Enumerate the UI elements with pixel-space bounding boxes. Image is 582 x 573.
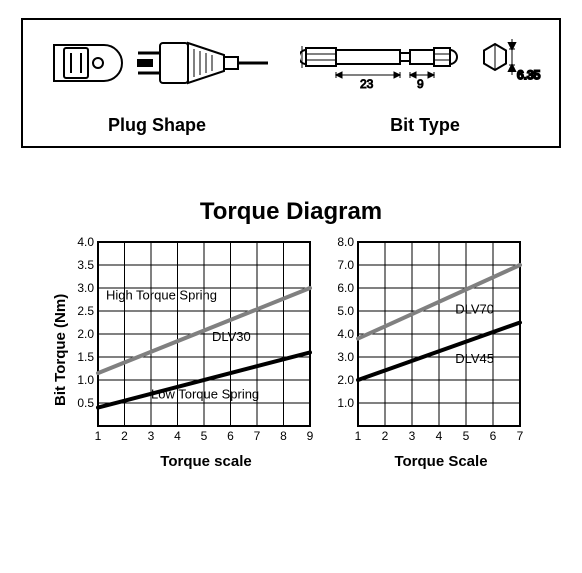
bit-cell: ⌀7 23 9 (291, 20, 559, 146)
svg-text:Low Torque Spring: Low Torque Spring (151, 386, 259, 401)
chart-left: 1 2 3 4 5 6 7 8 9 0.5 1.0 1.5 2.0 2.5 3.0 3.5 4.0 High To… (56, 236, 316, 446)
svg-text:0.5: 0.5 (77, 396, 94, 410)
svg-text:4.0: 4.0 (337, 327, 354, 341)
plug-cell: Plug Shape (23, 20, 291, 146)
svg-text:5: 5 (201, 429, 208, 443)
svg-text:1.0: 1.0 (337, 396, 354, 410)
svg-text:6.0: 6.0 (337, 281, 354, 295)
svg-text:DLV45: DLV45 (455, 351, 494, 366)
svg-text:3.0: 3.0 (77, 281, 94, 295)
svg-text:1.0: 1.0 (77, 373, 94, 387)
dim-l2: 9 (417, 77, 424, 91)
x-axis-label-left: Torque scale (56, 453, 316, 470)
svg-text:4: 4 (174, 429, 181, 443)
svg-text:7: 7 (517, 429, 524, 443)
svg-text:2.0: 2.0 (77, 327, 94, 341)
chart-title: Torque Diagram (18, 198, 564, 226)
svg-text:1: 1 (95, 429, 102, 443)
bit-label: Bit Type (390, 115, 460, 136)
svg-text:6: 6 (227, 429, 234, 443)
svg-text:2: 2 (382, 429, 389, 443)
svg-text:3: 3 (148, 429, 155, 443)
svg-text:2: 2 (121, 429, 128, 443)
svg-text:DLV70: DLV70 (455, 301, 494, 316)
plug-label: Plug Shape (108, 115, 206, 136)
svg-text:1.5: 1.5 (77, 350, 94, 364)
svg-text:2.5: 2.5 (77, 304, 94, 318)
x-axis-label-right: Torque Scale (326, 453, 526, 470)
plug-shape-illustration (27, 28, 287, 98)
svg-text:7.0: 7.0 (337, 258, 354, 272)
spec-box: Plug Shape (21, 18, 561, 148)
chart-right: 1 2 3 4 5 6 7 1.0 2.0 3.0 4.0 5.0 6.0 7.0 8.0 DLV70 DLV4… (326, 236, 526, 446)
svg-text:5: 5 (463, 429, 470, 443)
dim-hex: 6.35 (517, 68, 541, 82)
svg-text:9: 9 (307, 429, 314, 443)
svg-text:DLV30: DLV30 (212, 329, 251, 344)
dim-l1: 23 (360, 77, 374, 91)
svg-text:2.0: 2.0 (337, 373, 354, 387)
svg-text:4: 4 (436, 429, 443, 443)
bit-type-illustration: ⌀7 23 9 (295, 28, 555, 98)
svg-text:3.5: 3.5 (77, 258, 94, 272)
svg-text:6: 6 (490, 429, 497, 443)
svg-text:3: 3 (409, 429, 416, 443)
svg-text:8.0: 8.0 (337, 236, 354, 249)
svg-text:5.0: 5.0 (337, 304, 354, 318)
svg-text:7: 7 (254, 429, 261, 443)
y-axis-label: Bit Torque (Nm) (52, 294, 69, 406)
chart-right-wrap: 1 2 3 4 5 6 7 1.0 2.0 3.0 4.0 5.0 6.0 7.0 8.0 DLV70 DLV4… (326, 236, 526, 470)
svg-text:8: 8 (280, 429, 287, 443)
charts-row: Bit Torque (Nm) 1 2 3 4 5 6 7 8 9 0.5 1.0 1.5 2.0 2.5… (18, 236, 564, 470)
dim-d: ⌀7 (300, 69, 301, 82)
svg-text:1: 1 (355, 429, 362, 443)
svg-text:3.0: 3.0 (337, 350, 354, 364)
svg-text:High Torque Spring: High Torque Spring (106, 288, 217, 303)
svg-text:4.0: 4.0 (77, 236, 94, 249)
chart-left-wrap: Bit Torque (Nm) 1234567890.51.01.52.02.5… (56, 236, 316, 470)
